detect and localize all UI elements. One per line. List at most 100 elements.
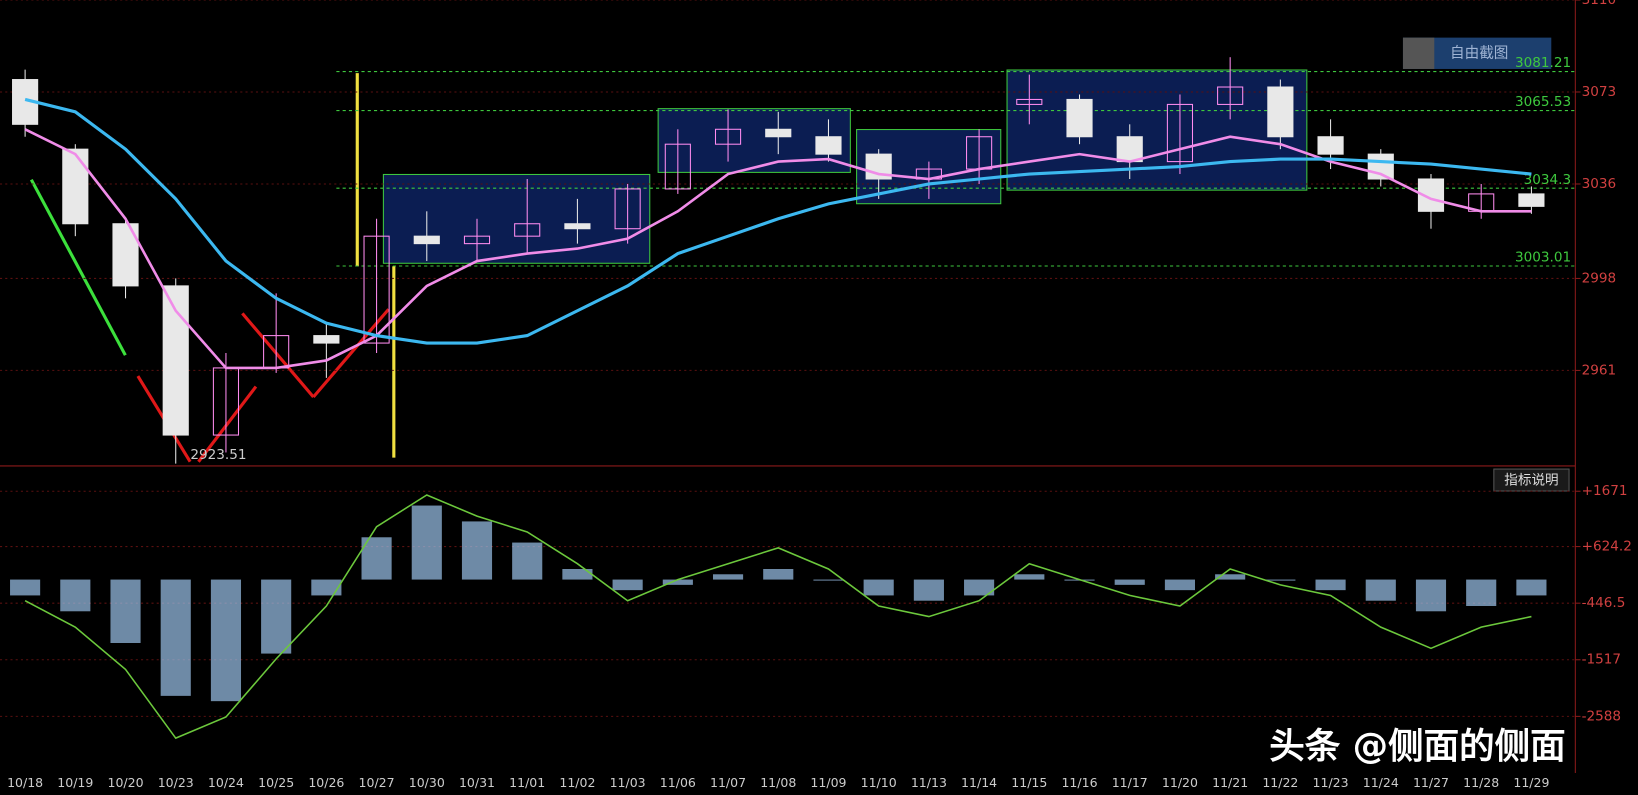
moving-average [24, 128, 1532, 370]
candle-body [1317, 136, 1344, 155]
macd-bar [311, 579, 342, 596]
macd-bar [763, 568, 794, 580]
macd-bar [411, 505, 442, 580]
level-label: 3003.01 [1515, 250, 1571, 266]
candle-body [1367, 153, 1394, 180]
macd-bar [1315, 579, 1346, 591]
level-label: 3034.3 [1524, 172, 1572, 188]
x-tick-label: 10/27 [359, 775, 395, 790]
macd-bar [1365, 579, 1396, 601]
macd-bar [1466, 579, 1497, 607]
candle-body [463, 235, 491, 245]
x-tick-label: 11/08 [760, 775, 796, 790]
macd-bar [10, 579, 41, 596]
candle-body [664, 143, 691, 190]
x-tick-label: 11/13 [911, 775, 947, 790]
moving-average [24, 97, 1532, 345]
x-tick-label: 11/28 [1463, 775, 1499, 790]
candle-body [62, 148, 89, 225]
box [1006, 69, 1308, 191]
x-tick-label: 10/19 [57, 775, 93, 790]
x-tick-label: 11/09 [810, 775, 846, 790]
x-tick-label: 11/20 [1162, 775, 1198, 790]
candle-body [514, 223, 541, 237]
candle-body [1016, 98, 1043, 105]
x-tick-label: 11/17 [1112, 775, 1148, 790]
x-tick-label: 11/24 [1363, 775, 1399, 790]
level-label: 3081.21 [1515, 55, 1571, 71]
candle-body [363, 235, 390, 344]
macd-bar [1014, 574, 1045, 580]
x-tick-label: 11/02 [559, 775, 595, 790]
annotation-lines [29, 73, 396, 463]
macd-bar [461, 521, 493, 580]
macd-bar [160, 579, 191, 696]
y-tick-label: -446.5 [1582, 595, 1626, 611]
macd-bar [913, 579, 944, 601]
x-tick-label: 11/10 [861, 775, 897, 790]
candle-body [313, 335, 340, 344]
x-tick-label: 11/22 [1262, 775, 1298, 790]
y-tick-label: 2998 [1582, 270, 1617, 286]
macd-bar [60, 579, 91, 612]
x-tick-label: 11/16 [1061, 775, 1097, 790]
watermark: 头条 @侧面的侧面 [1269, 726, 1565, 767]
macd-bar [813, 579, 844, 581]
button-label[interactable]: 自由截图 [1450, 44, 1508, 61]
y-tick-label: 3110 [1582, 0, 1617, 8]
macd-bar [1215, 574, 1246, 580]
macd-bar [261, 579, 292, 654]
macd-bar [562, 568, 593, 580]
macd-bar [1114, 579, 1145, 585]
x-tick-label: 11/06 [660, 775, 696, 790]
level-label: 3065.53 [1515, 94, 1571, 110]
macd-bar [1164, 579, 1196, 591]
y-tick-label: +1671 [1582, 483, 1628, 499]
y-tick-label: -2588 [1582, 708, 1621, 724]
macd-bar [110, 579, 141, 644]
candle-body [714, 128, 742, 145]
x-tick-label: 11/23 [1313, 775, 1349, 790]
x-tick-label: 11/29 [1513, 775, 1549, 790]
y-tick-label: 2961 [1582, 362, 1617, 378]
trend-line [197, 385, 258, 463]
macd-bar [662, 579, 693, 585]
candle-body [1217, 86, 1244, 105]
x-tick-label: 10/30 [409, 775, 445, 790]
x-tick-label: 11/21 [1212, 775, 1248, 790]
x-tick-label: 11/01 [509, 775, 545, 790]
y-tick-label: -1517 [1582, 652, 1621, 668]
candle-body [1066, 98, 1093, 138]
button-icon [1402, 37, 1435, 69]
candle-body [12, 79, 39, 125]
dif-line [24, 494, 1532, 740]
macd-bar [1265, 579, 1296, 581]
button-label[interactable]: 指标说明 [1504, 473, 1558, 489]
macd-bar [1516, 579, 1547, 596]
y-tick-label: +624.2 [1582, 539, 1632, 555]
candle-body [413, 235, 440, 245]
y-tick-label: 3036 [1582, 176, 1617, 192]
macd-bar [361, 537, 392, 580]
candle-body [1166, 103, 1194, 163]
macd-bar [612, 579, 643, 591]
x-tick-label: 10/31 [459, 775, 495, 790]
x-tick-label: 11/15 [1011, 775, 1047, 790]
x-tick-label: 10/24 [208, 775, 244, 790]
candle-body [815, 136, 842, 155]
candle-body [765, 128, 792, 138]
candle-body [1267, 86, 1294, 138]
x-tick-label: 11/03 [610, 775, 646, 790]
macd-bar [1415, 579, 1447, 612]
y-tick-label: 3073 [1582, 84, 1617, 100]
x-tick-label: 10/25 [258, 775, 294, 790]
candle-body [1518, 193, 1545, 207]
x-tick-label: 10/18 [7, 775, 43, 790]
macd-bar [210, 579, 242, 702]
candle-body [614, 188, 641, 230]
macd-bar [712, 574, 744, 580]
low-annotation: 2923.51 [190, 447, 246, 463]
macd-bar [512, 542, 543, 580]
